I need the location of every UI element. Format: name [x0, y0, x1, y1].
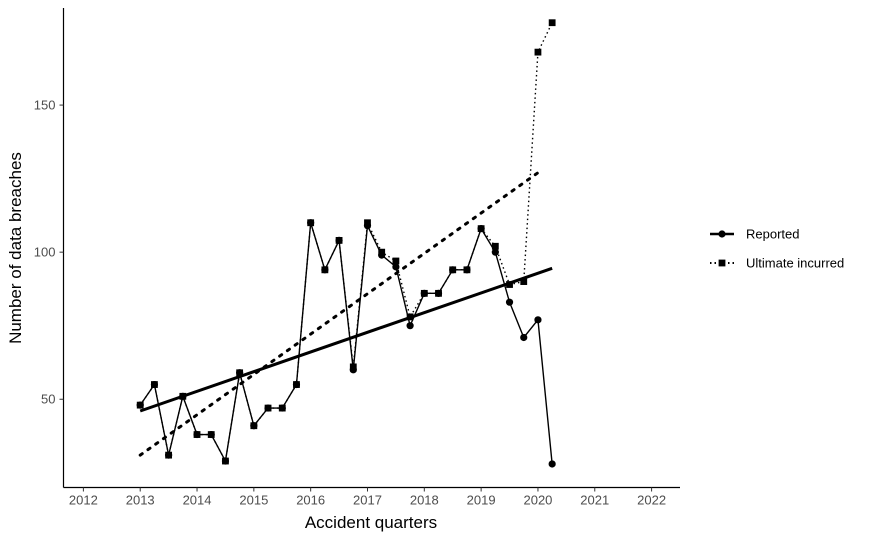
data-point-reported — [193, 430, 201, 439]
x-tick-label: 2020 — [523, 493, 552, 508]
y-ticks: 50 100 150 — [34, 98, 64, 407]
axes — [62, 8, 680, 489]
data-point-ultimate-incurred — [392, 257, 400, 265]
data-point-reported — [335, 236, 343, 244]
x-tick-label: 2012 — [69, 493, 98, 508]
data-point-reported — [363, 222, 372, 230]
data-point-reported — [278, 404, 286, 412]
x-tick-label: 2014 — [183, 493, 212, 508]
y-tick-label: 100 — [34, 245, 56, 260]
x-axis-title: Accident quarters — [305, 513, 437, 532]
x-tick-label: 2022 — [637, 493, 666, 508]
x-tick-label: 2021 — [580, 493, 609, 508]
x-tick-label: 2019 — [467, 493, 496, 508]
legend-key-marker-reported — [718, 230, 726, 238]
x-tick-label: 2017 — [353, 493, 382, 508]
data-point-reported — [406, 322, 414, 330]
data-point-ultimate-incurred — [534, 48, 542, 56]
data-point-ultimate-incurred — [491, 242, 499, 250]
data-point-reported — [292, 380, 301, 389]
y-axis-title: Number of data breaches — [6, 152, 25, 344]
data-point-reported — [548, 460, 556, 468]
data-point-reported — [477, 225, 485, 233]
data-point-reported — [520, 333, 528, 342]
data-point-reported — [250, 422, 258, 430]
data-point-reported — [491, 248, 499, 256]
data-point-reported — [207, 430, 215, 439]
series-line-reported — [139, 222, 553, 465]
legend: Reported Ultimate incurred — [710, 227, 844, 271]
y-tick-label: 50 — [41, 392, 55, 407]
data-point-reported — [392, 263, 400, 271]
series-markers — [136, 19, 556, 468]
data-point-reported — [463, 266, 471, 274]
data-point-reported — [236, 369, 244, 377]
legend-key-marker-ultimate-incurred — [718, 259, 726, 267]
series-lines — [139, 22, 553, 465]
data-point-ultimate-incurred — [506, 281, 513, 288]
trend-lines — [138, 171, 553, 457]
data-point-reported — [378, 251, 386, 259]
x-tick-label: 2015 — [239, 493, 268, 508]
y-tick-label: 150 — [34, 98, 56, 113]
data-point-reported — [420, 289, 428, 297]
data-point-reported — [505, 298, 514, 306]
trend-line-ultimate-incurred — [138, 171, 540, 457]
x-tick-label: 2016 — [296, 493, 325, 508]
data-point-reported — [434, 289, 443, 297]
data-point-ultimate-incurred — [520, 278, 528, 285]
x-ticks: 2012 2013 2014 2015 2016 2017 2018 2019 2020 2021… — [69, 487, 666, 508]
data-point-reported — [534, 316, 542, 324]
data-point-reported — [307, 219, 315, 227]
data-point-reported — [449, 266, 457, 274]
data-point-ultimate-incurred — [548, 19, 556, 27]
trend-line-reported — [139, 266, 553, 413]
data-point-reported — [179, 392, 187, 400]
legend-label-ultimate-incurred: Ultimate incurred — [746, 256, 844, 271]
data-point-reported — [136, 401, 144, 409]
data-point-reported — [349, 366, 357, 374]
data-point-reported — [264, 404, 272, 412]
x-tick-label: 2013 — [126, 493, 155, 508]
legend-label-reported: Reported — [746, 227, 799, 242]
data-point-reported — [221, 457, 230, 465]
data-point-reported — [150, 380, 159, 389]
series-line-ultimate-incurred — [139, 22, 553, 464]
x-tick-label: 2018 — [410, 493, 439, 508]
data-point-ultimate-incurred — [406, 313, 414, 321]
data-point-reported — [321, 266, 329, 274]
data-point-reported — [165, 451, 173, 459]
